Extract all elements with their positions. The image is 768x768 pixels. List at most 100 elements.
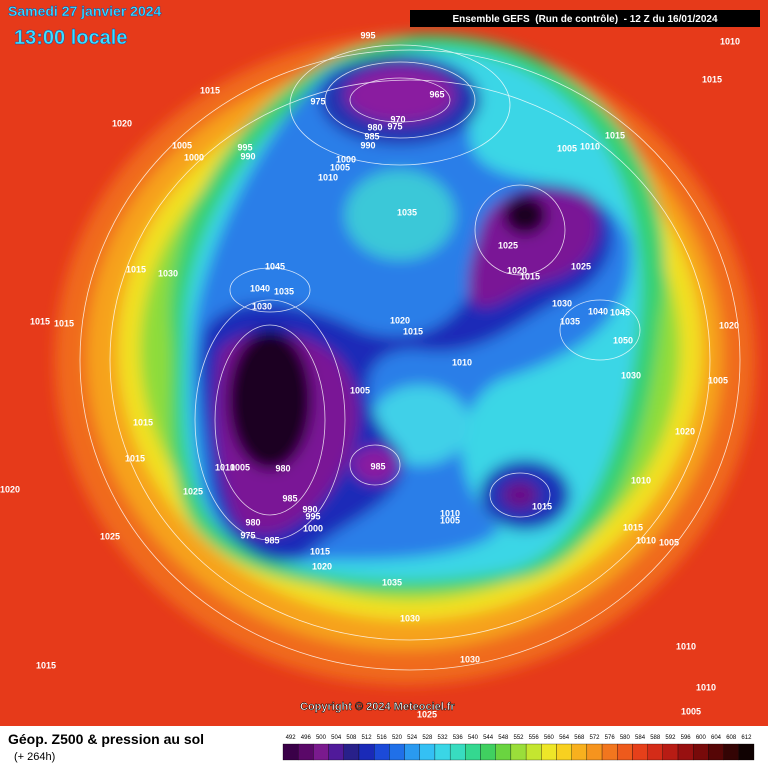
isobar-label: 985	[370, 461, 385, 471]
isobar-label: 1000	[184, 152, 204, 162]
scale-swatch	[601, 743, 618, 761]
scale-tick-label: 492	[286, 735, 297, 741]
isobar-label: 1015	[126, 264, 146, 274]
local-time: 13:00 locale	[14, 27, 127, 49]
scale-tick-label: 564	[559, 735, 570, 741]
isobar-label: 965	[429, 89, 444, 99]
copyright: Copyright © 2024 Meteociel.fr	[300, 701, 456, 713]
isobar-label: 1020	[312, 561, 332, 571]
isobar-label: 1005	[659, 537, 679, 547]
scale-swatch	[419, 743, 436, 761]
scale-tick-label: 596	[681, 735, 692, 741]
isobar-label: 1035	[397, 207, 417, 217]
model-box	[410, 10, 760, 27]
scale-tick-label: 552	[513, 735, 524, 741]
isobar-label: 1015	[125, 453, 145, 463]
scale-swatch	[723, 743, 739, 761]
band	[353, 447, 397, 483]
isobar-label: 980	[245, 517, 260, 527]
isobar-label: 1005	[230, 462, 250, 472]
isobar-label: 1020	[507, 265, 527, 275]
isobar-label: 1030	[252, 301, 272, 311]
isobar-label: 1050	[613, 335, 633, 345]
isobar-label: 1025	[571, 261, 591, 271]
band	[345, 67, 455, 123]
scale-swatch	[358, 743, 375, 761]
model-run: Ensemble GEFS (Run de contrôle) - 12 Z d…	[452, 14, 718, 25]
scale-swatch	[677, 743, 694, 761]
isobar-label: 1030	[400, 613, 420, 623]
isobar-label: 995	[305, 511, 320, 521]
isobar-label: 1015	[532, 501, 552, 511]
isobar-label: 1015	[310, 546, 330, 556]
isobar-label: 990	[360, 140, 375, 150]
isobar-label: 1010	[636, 535, 656, 545]
scale-swatch	[632, 743, 648, 761]
band	[228, 330, 312, 470]
isobar-label: 980	[367, 122, 382, 132]
scale-tick-label: 496	[301, 735, 312, 741]
scale-tick-label: 600	[696, 735, 707, 741]
isobar-label: 975	[240, 530, 255, 540]
scale-tick-label: 548	[498, 735, 509, 741]
forecast-lead: (+ 264h)	[14, 751, 55, 763]
isobar-label: 1010	[676, 641, 696, 651]
isobar-label: 1010	[631, 475, 651, 485]
scale-swatch	[374, 743, 390, 761]
isobar-label: 1015	[623, 522, 643, 532]
isobar-label: 1015	[702, 74, 722, 84]
isobar-label: 1005	[350, 385, 370, 395]
scale-swatch	[434, 743, 451, 761]
isobar-label: 1030	[158, 268, 178, 278]
band	[502, 481, 538, 509]
scale-swatch	[693, 743, 709, 761]
isobar-label: 975	[310, 96, 325, 106]
scale-swatch	[389, 743, 405, 761]
isobar-label: 1010	[440, 508, 460, 518]
isobar-label: 1025	[417, 709, 437, 719]
scale-tick-label: 556	[529, 735, 540, 741]
isobar-label: 1015	[520, 271, 540, 281]
scale-tick-label: 528	[422, 735, 433, 741]
scale-tick-label: 588	[650, 735, 661, 741]
footer-title: Géop. Z500 & pression au sol	[8, 731, 204, 747]
isobar-labels: 995 1010 1015 1015 975 965 970 980 975 985 990 1020…	[0, 30, 740, 719]
isobar-label: 1025	[183, 486, 203, 496]
scale-tick-label: 508	[346, 735, 357, 741]
isobar-label: 990	[240, 151, 255, 161]
isobar-label: 970	[390, 114, 405, 124]
isobar-label: 1015	[54, 318, 74, 328]
isobar-label: 990	[302, 504, 317, 514]
scale-tick-label: 612	[741, 735, 752, 741]
scale-swatch	[708, 743, 724, 761]
field	[0, 0, 768, 726]
scale-swatch	[282, 743, 299, 761]
isobar-label: 1005	[681, 706, 701, 716]
scale-tick-label: 524	[407, 735, 418, 741]
scale-swatch	[541, 743, 557, 761]
isobar-label: 1005	[172, 140, 192, 150]
scale-swatch	[298, 743, 314, 761]
isobar-label: 1010	[318, 172, 338, 182]
isobar-label: 1005	[557, 143, 577, 153]
scale-tick-label: 504	[331, 735, 342, 741]
scale-tick-label: 540	[468, 735, 479, 741]
isobar-label: 1045	[610, 307, 630, 317]
isobar-label: 1015	[605, 130, 625, 140]
isobar-label: 1035	[382, 577, 402, 587]
scale-tick-label: 512	[362, 735, 373, 741]
band	[345, 170, 455, 260]
band	[468, 190, 598, 307]
scale-swatch	[738, 743, 755, 761]
isobar-label: 1010	[452, 357, 472, 367]
scale-swatch	[647, 743, 663, 761]
scale-swatch	[571, 743, 588, 761]
band	[503, 195, 547, 235]
scale-swatch	[465, 743, 481, 761]
scale-swatch	[343, 743, 360, 761]
scale-swatch	[404, 743, 420, 761]
isobar-label: 1015	[30, 316, 50, 326]
isobar-label: 1025	[100, 531, 120, 541]
isobar-label: 1005	[440, 515, 460, 525]
